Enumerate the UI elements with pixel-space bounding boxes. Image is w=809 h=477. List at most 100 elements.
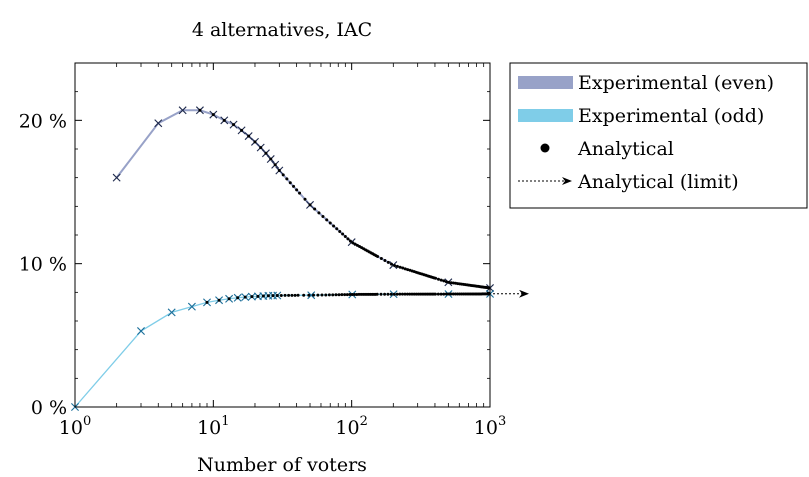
series-odd-point bbox=[137, 327, 144, 334]
series-even-point bbox=[155, 120, 162, 127]
analytical-layer bbox=[198, 109, 528, 304]
analytical-even-point bbox=[309, 203, 312, 206]
legend-dot bbox=[541, 144, 550, 153]
analytical-odd-point bbox=[340, 293, 343, 296]
analytical-even-point bbox=[338, 230, 341, 233]
analytical-even-point bbox=[317, 211, 320, 214]
analytical-even-point bbox=[223, 119, 226, 122]
analytical-odd-point bbox=[262, 295, 265, 298]
analytical-even-point bbox=[332, 224, 335, 227]
analytical-odd-point bbox=[383, 293, 386, 296]
analytical-even-point bbox=[390, 263, 393, 266]
legend-label: Analytical (limit) bbox=[577, 171, 739, 193]
analytical-odd-point bbox=[307, 294, 310, 297]
analytical-even-point bbox=[212, 113, 215, 116]
analytical-odd-point bbox=[312, 294, 315, 297]
analytical-odd-point bbox=[284, 294, 287, 297]
analytical-odd-point bbox=[376, 293, 379, 296]
analytical-even-point bbox=[349, 240, 352, 243]
analytical-odd-point bbox=[334, 293, 337, 296]
analytical-odd-point bbox=[324, 293, 327, 296]
analytical-even-point bbox=[232, 123, 235, 126]
analytical-odd-point bbox=[294, 294, 297, 297]
analytical-odd-point bbox=[386, 293, 389, 296]
analytical-odd-point bbox=[228, 297, 231, 300]
analytical-odd-point bbox=[287, 294, 290, 297]
analytical-even-point bbox=[344, 235, 347, 238]
legend-label: Experimental (odd) bbox=[578, 105, 764, 127]
analytical-odd-point bbox=[440, 293, 443, 296]
analytical-odd-point bbox=[206, 301, 209, 304]
series-odd-line bbox=[75, 294, 490, 407]
analytical-even-point bbox=[329, 221, 332, 224]
analytical-even-point bbox=[292, 185, 295, 188]
legend-swatch bbox=[518, 109, 573, 122]
analytical-even-point bbox=[289, 181, 292, 184]
analytical-even-point bbox=[304, 198, 307, 201]
analytical-odd-point bbox=[398, 293, 401, 296]
analytical-even-point bbox=[285, 177, 288, 180]
analytical-odd-point bbox=[331, 293, 334, 296]
analytical-even-point bbox=[380, 257, 383, 260]
analytical-even-point bbox=[259, 146, 262, 149]
analytical-odd-point bbox=[218, 299, 221, 302]
analytical-odd-point bbox=[297, 294, 300, 297]
analytical-even-point bbox=[321, 215, 324, 218]
analytical-even-point bbox=[295, 188, 298, 191]
analytical-odd-point bbox=[393, 293, 396, 296]
analytical-even-point bbox=[278, 169, 281, 172]
analytical-even-point bbox=[440, 279, 443, 282]
analytical-odd-point bbox=[316, 294, 319, 297]
analytical-even-point bbox=[442, 279, 445, 282]
analytical-odd-point bbox=[256, 295, 259, 298]
analytical-odd-point bbox=[380, 293, 383, 296]
series-odd-point bbox=[168, 309, 175, 316]
analytical-even-point bbox=[264, 152, 267, 155]
analytical-even-point bbox=[399, 266, 402, 269]
series-odd-point bbox=[188, 303, 195, 310]
y-tick-label: 20 % bbox=[19, 110, 67, 132]
analytical-odd-point bbox=[437, 293, 440, 296]
analytical-odd-point bbox=[250, 295, 253, 298]
analytical-even-point bbox=[387, 261, 390, 264]
plot-area bbox=[75, 63, 490, 407]
analytical-even-point bbox=[325, 218, 328, 221]
analytical-odd-point bbox=[328, 293, 331, 296]
analytical-odd-point bbox=[396, 293, 399, 296]
x-axis-label: Number of voters bbox=[197, 454, 367, 476]
series-even-point bbox=[113, 174, 120, 181]
analytical-even-point bbox=[346, 237, 349, 240]
legend: Experimental (even) Experimental (odd) Ana… bbox=[510, 63, 807, 208]
analytical-even-point bbox=[298, 192, 301, 195]
analytical-odd-point bbox=[236, 296, 239, 299]
legend-swatch bbox=[518, 76, 573, 89]
analytical-odd-point bbox=[320, 294, 323, 297]
axis-ticks bbox=[75, 63, 490, 407]
analytical-even-point bbox=[396, 265, 399, 268]
analytical-even-point bbox=[282, 173, 285, 176]
analytical-even-point bbox=[488, 286, 491, 289]
analytical-even-point bbox=[341, 233, 344, 236]
analytical-odd-point bbox=[267, 294, 270, 297]
analytical-odd-point bbox=[302, 294, 305, 297]
series-layer bbox=[71, 107, 493, 411]
analytical-odd-point bbox=[343, 293, 346, 296]
analytical-even-point bbox=[383, 259, 386, 262]
analytical-even-point bbox=[434, 277, 437, 280]
analytical-even-point bbox=[198, 109, 201, 112]
plot-frame bbox=[75, 63, 490, 407]
analytical-odd-point bbox=[280, 294, 283, 297]
analytical-even-point bbox=[253, 140, 256, 143]
analytical-odd-point bbox=[244, 296, 247, 299]
analytical-odd-point bbox=[276, 294, 279, 297]
analytical-odd-point bbox=[272, 294, 275, 297]
x-tick-label: 102 bbox=[335, 414, 367, 439]
analytical-odd-point bbox=[290, 294, 293, 297]
analytical-even-point bbox=[240, 129, 243, 132]
chart-title: 4 alternatives, IAC bbox=[192, 19, 372, 41]
analytical-even-point bbox=[274, 163, 277, 166]
axis-labels: 100 101 102 103 0 % 10 % 20 % bbox=[19, 110, 507, 439]
analytical-even-point bbox=[247, 135, 250, 138]
analytical-odd-point bbox=[338, 293, 341, 296]
